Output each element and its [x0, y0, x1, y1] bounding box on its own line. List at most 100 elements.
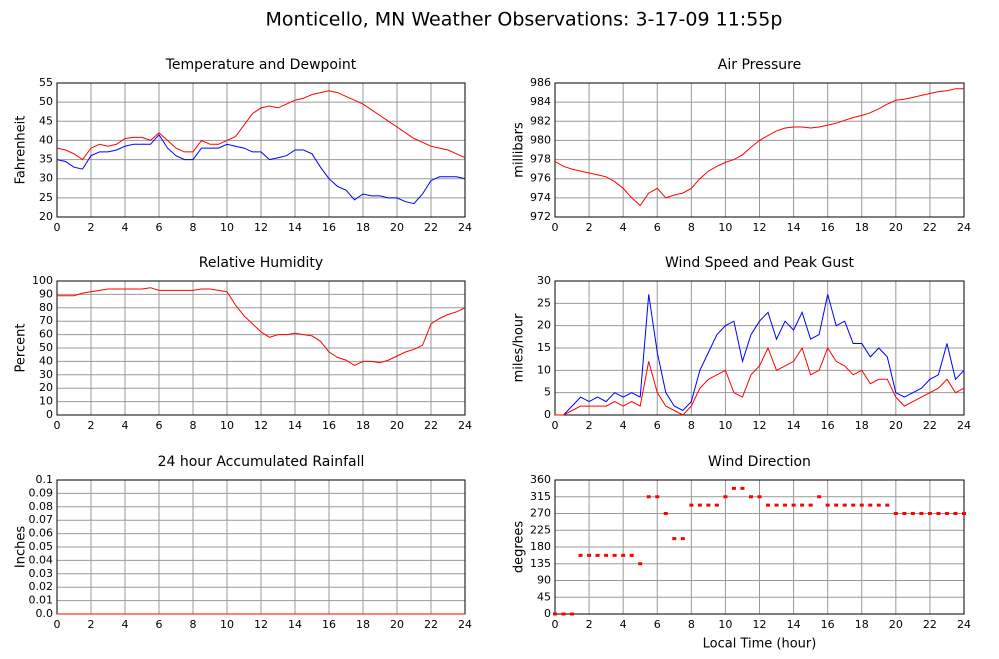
y-tick-label: 0.0: [36, 607, 54, 620]
y-tick-label: 40: [39, 354, 53, 367]
plot-frame: [56, 82, 466, 218]
y-tick-label: 10: [537, 363, 551, 376]
x-tick-label: 18: [855, 419, 869, 432]
y-tick-label: 360: [530, 473, 551, 486]
data-point: [893, 512, 898, 515]
data-point: [817, 495, 822, 499]
y-tick-label: 225: [530, 523, 551, 536]
y-axis-label: Fahrenheit: [14, 116, 29, 185]
data-point: [868, 503, 873, 507]
x-tick-label: 16: [322, 618, 336, 631]
x-tick-label: 24: [458, 618, 472, 631]
x-tick-label: 20: [390, 618, 404, 631]
x-tick-label: 4: [122, 618, 129, 631]
y-tick-label: 20: [537, 319, 551, 332]
x-tick-label: 18: [356, 221, 370, 234]
x-tick-label: 2: [586, 419, 593, 432]
y-tick-label: 0: [46, 408, 53, 421]
data-point: [927, 512, 932, 515]
panel-title: 24 hour Accumulated Rainfall: [158, 454, 365, 470]
y-tick-label: 25: [39, 191, 53, 204]
x-tick-label: 0: [54, 419, 61, 432]
x-tick-label: 0: [54, 221, 61, 234]
page-title: Monticello, MN Weather Observations: 3-1…: [266, 9, 783, 31]
data-point: [757, 495, 762, 499]
data-point: [604, 553, 609, 557]
data-point: [714, 503, 719, 507]
data-point: [672, 537, 677, 541]
x-tick-label: 2: [586, 221, 593, 234]
data-line: [57, 287, 466, 366]
x-tick-label: 14: [787, 618, 801, 631]
data-point: [587, 553, 592, 557]
data-point: [774, 503, 779, 507]
x-tick-label: 0: [552, 618, 559, 631]
data-point: [553, 612, 557, 616]
x-tick-label: 14: [288, 618, 302, 631]
data-point: [689, 503, 694, 507]
x-tick-label: 22: [424, 419, 438, 432]
x-tick-label: 4: [620, 221, 627, 234]
x-tick-label: 12: [753, 419, 767, 432]
data-point: [851, 503, 856, 507]
x-tick-label: 22: [923, 221, 937, 234]
x-tick-label: 16: [821, 419, 835, 432]
y-tick-label: 80: [39, 301, 53, 314]
y-tick-label: 20: [39, 381, 53, 394]
x-tick-label: 2: [88, 221, 95, 234]
data-point: [697, 503, 702, 507]
plot-frame: [554, 82, 965, 218]
y-tick-label: 976: [530, 172, 551, 185]
x-tick-label: 2: [88, 419, 95, 432]
x-tick-label: 8: [190, 221, 197, 234]
y-tick-label: 0.1: [36, 473, 54, 486]
x-tick-label: 20: [390, 221, 404, 234]
x-tick-label: 10: [718, 221, 732, 234]
data-point: [825, 503, 830, 507]
x-tick-label: 12: [254, 419, 268, 432]
x-tick-label: 20: [889, 618, 903, 631]
y-tick-label: 0.02: [29, 580, 54, 593]
data-point: [919, 512, 924, 515]
panel-title: Relative Humidity: [199, 255, 323, 271]
y-tick-label: 15: [537, 341, 551, 354]
x-tick-label: 24: [957, 221, 971, 234]
data-point: [740, 486, 745, 490]
x-tick-label: 8: [688, 419, 695, 432]
y-tick-label: 986: [530, 76, 551, 89]
x-tick-label: 0: [54, 618, 61, 631]
data-point: [638, 562, 643, 566]
data-line: [555, 294, 965, 416]
y-tick-label: 70: [39, 314, 53, 327]
x-tick-label: 2: [88, 618, 95, 631]
data-line: [56, 90, 466, 161]
data-point: [800, 503, 805, 507]
data-point: [655, 495, 660, 499]
x-tick-label: 22: [923, 419, 937, 432]
x-tick-label: 12: [254, 618, 268, 631]
x-tick-label: 24: [458, 419, 472, 432]
data-point: [680, 537, 685, 541]
panel-title: Air Pressure: [718, 57, 801, 73]
x-tick-label: 20: [889, 419, 903, 432]
data-point: [936, 512, 941, 515]
x-tick-label: 16: [322, 221, 336, 234]
data-point: [612, 553, 617, 557]
x-tick-label: 18: [855, 221, 869, 234]
data-point: [723, 495, 728, 499]
x-tick-label: 14: [288, 221, 302, 234]
x-tick-label: 12: [254, 221, 268, 234]
y-tick-label: 30: [537, 274, 551, 287]
y-tick-label: 25: [537, 296, 551, 309]
x-tick-label: 8: [688, 221, 695, 234]
data-point: [663, 512, 668, 515]
x-tick-label: 22: [424, 221, 438, 234]
y-tick-label: 45: [537, 590, 551, 603]
x-tick-label: 6: [156, 221, 163, 234]
x-tick-label: 0: [552, 221, 559, 234]
x-tick-label: 0: [552, 419, 559, 432]
data-point: [791, 503, 796, 507]
y-tick-label: 5: [544, 386, 551, 399]
x-tick-label: 18: [356, 419, 370, 432]
x-tick-label: 24: [957, 419, 971, 432]
